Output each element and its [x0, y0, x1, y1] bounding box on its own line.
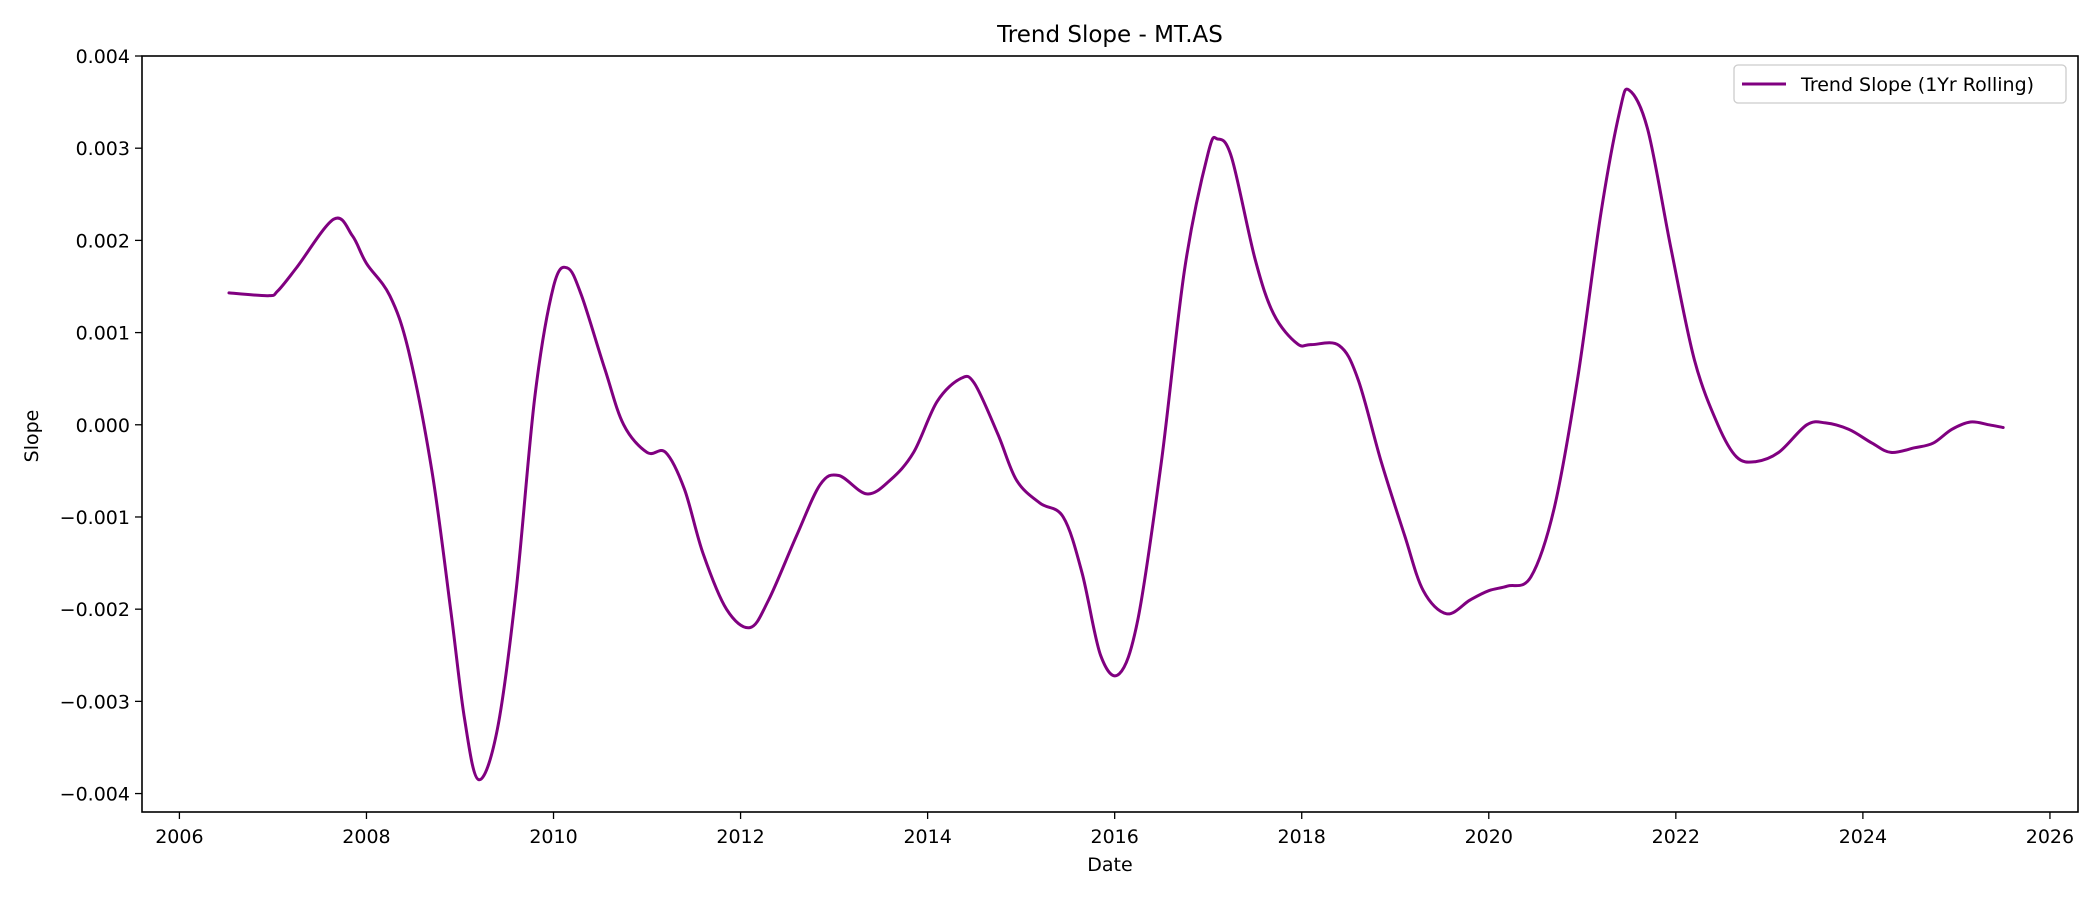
- x-tick-label: 2008: [342, 826, 390, 848]
- y-tick-label: 0.002: [76, 230, 130, 252]
- x-tick-label: 2016: [1090, 826, 1138, 848]
- y-tick-label: 0.000: [76, 415, 130, 437]
- x-axis-ticks: 2006 2008 2010 2012 2014 2016 2018 2020 2022 2024…: [155, 812, 2074, 848]
- y-tick-label: −0.003: [60, 691, 130, 713]
- y-tick-label: 0.004: [76, 46, 130, 68]
- x-tick-label: 2010: [529, 826, 577, 848]
- legend: Trend Slope (1Yr Rolling): [1733, 64, 2067, 104]
- chart-title: Trend Slope - MT.AS: [996, 22, 1223, 48]
- y-tick-label: 0.001: [76, 323, 130, 345]
- y-tick-label: −0.001: [60, 507, 130, 529]
- y-tick-label: 0.003: [76, 138, 130, 160]
- x-tick-label: 2026: [2026, 826, 2074, 848]
- y-axis-label: Slope: [21, 410, 43, 463]
- x-tick-label: 2006: [155, 826, 203, 848]
- series-line-trend-slope: [227, 87, 2005, 782]
- y-tick-label: −0.002: [60, 599, 130, 621]
- x-tick-label: 2020: [1465, 826, 1513, 848]
- x-tick-label: 2012: [716, 826, 764, 848]
- x-axis-label: Date: [1087, 854, 1132, 876]
- x-tick-label: 2014: [903, 826, 951, 848]
- y-tick-label: −0.004: [60, 784, 130, 806]
- legend-box: [1733, 64, 2067, 104]
- x-tick-label: 2018: [1278, 826, 1326, 848]
- y-axis-ticks: 0.004 0.003 0.002 0.001 0.000 −0.001 −0.002 −0.…: [60, 46, 142, 806]
- plot-frame: [141, 55, 2079, 813]
- x-tick-label: 2024: [1839, 826, 1887, 848]
- legend-label: Trend Slope (1Yr Rolling): [1800, 74, 2034, 96]
- x-tick-label: 2022: [1652, 826, 1700, 848]
